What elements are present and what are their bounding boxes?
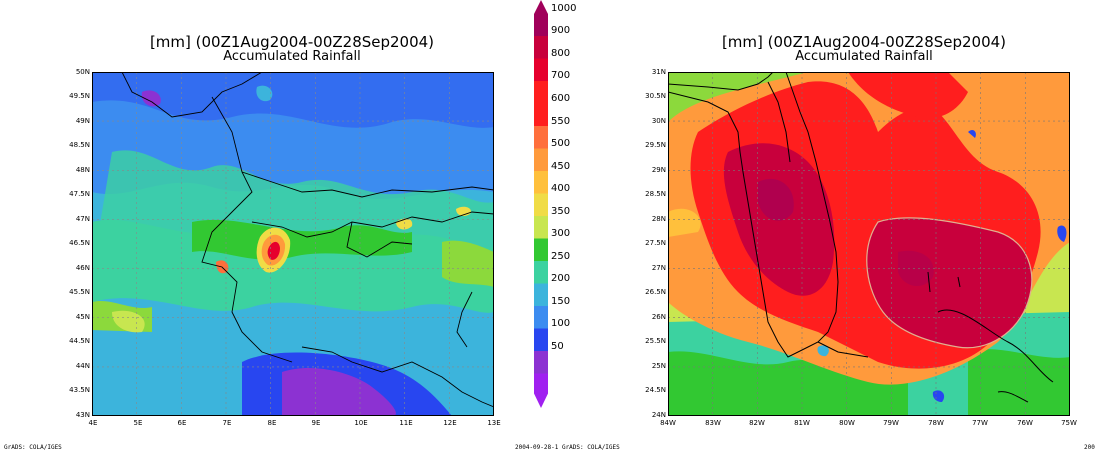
map2-lon-label: 83W	[705, 419, 721, 427]
map1-lon-label: 10E	[354, 419, 368, 427]
colorbar-label: 400	[551, 183, 571, 194]
map2-lat-label: 27.5N	[645, 239, 666, 247]
map1-lat-label: 45.5N	[69, 288, 90, 296]
map1-lon-label: 4E	[88, 419, 98, 427]
colorbar-label: 500	[551, 138, 571, 149]
map2-lat-label: 25.5N	[645, 337, 666, 345]
colorbar-label: 300	[551, 228, 571, 239]
colorbar-label: 800	[551, 48, 571, 59]
map2-lon-label: 76W	[1017, 419, 1033, 427]
map2-lat-label: 26N	[651, 313, 666, 321]
map1-lat-label: 47.5N	[69, 190, 90, 198]
map1-lon-label: 8E	[267, 419, 277, 427]
map1-lat-label: 43.5N	[69, 386, 90, 394]
map2-lat-label: 28N	[651, 215, 666, 223]
map1-lon-label: 7E	[222, 419, 232, 427]
map1-lat-label: 48.5N	[69, 141, 90, 149]
colorbar-label: 100	[551, 318, 571, 329]
map1-plot	[92, 72, 494, 416]
map2-lat-label: 31N	[651, 68, 666, 76]
colorbar-label: 550	[551, 116, 571, 127]
footer-right-number: 200	[1084, 444, 1095, 451]
map2-lon-label: 75W	[1061, 419, 1077, 427]
colorbar-label: 150	[551, 296, 571, 307]
map2-lat-label: 29N	[651, 166, 666, 174]
map2-lat-label: 29.5N	[645, 141, 666, 149]
map1-lat-label: 45N	[75, 313, 90, 321]
map1-lat-label: 46.5N	[69, 239, 90, 247]
map2-lat-label: 28.5N	[645, 190, 666, 198]
colorbar	[534, 0, 548, 410]
map2-lat-label: 24N	[651, 411, 666, 419]
colorbar-label: 250	[551, 251, 571, 262]
map1-lat-label: 47N	[75, 215, 90, 223]
colorbar-label: 700	[551, 70, 571, 81]
map2-lat-label: 25N	[651, 362, 666, 370]
colorbar-label: 450	[551, 161, 571, 172]
map1-lat-label: 49N	[75, 117, 90, 125]
colorbar-label: 600	[551, 93, 571, 104]
colorbar-label: 1000	[551, 3, 577, 14]
map2-lat-label: 30.5N	[645, 92, 666, 100]
map1-lat-label: 44N	[75, 362, 90, 370]
map2-lon-label: 80W	[839, 419, 855, 427]
map2-lon-label: 81W	[794, 419, 810, 427]
map2-lon-label: 78W	[928, 419, 944, 427]
colorbar-label: 200	[551, 273, 571, 284]
map1-lat-label: 48N	[75, 166, 90, 174]
map2-lon-label: 82W	[749, 419, 765, 427]
map1-lat-label: 43N	[75, 411, 90, 419]
map1-lat-label: 46N	[75, 264, 90, 272]
map2-plot	[668, 72, 1070, 416]
footer-left-credit: GrADS: COLA/IGES	[4, 444, 62, 451]
map1-lon-label: 12E	[443, 419, 457, 427]
map1-lon-label: 11E	[399, 419, 413, 427]
footer-center-credit: 2004-09-28-1 GrADS: COLA/IGES	[515, 444, 620, 451]
map2-lat-label: 30N	[651, 117, 666, 125]
map1-lon-label: 5E	[133, 419, 143, 427]
map2-lat-label: 27N	[651, 264, 666, 272]
map1-lat-label: 44.5N	[69, 337, 90, 345]
map2-lon-label: 77W	[972, 419, 988, 427]
map1-title: [mm] (00Z1Aug2004-00Z28Sep2004)	[149, 33, 435, 51]
map1-lon-label: 13E	[487, 419, 501, 427]
map2-title: [mm] (00Z1Aug2004-00Z28Sep2004)	[721, 33, 1007, 51]
map1-lat-label: 50N	[75, 68, 90, 76]
map1-lat-label: 49.5N	[69, 92, 90, 100]
map1-subtitle: Accumulated Rainfall	[223, 49, 361, 64]
colorbar-label: 50	[551, 341, 564, 352]
colorbar-label: 350	[551, 206, 571, 217]
map2-lat-label: 26.5N	[645, 288, 666, 296]
map2-lon-label: 79W	[883, 419, 899, 427]
map2-subtitle: Accumulated Rainfall	[795, 49, 933, 64]
colorbar-label: 900	[551, 25, 571, 36]
map2-lat-label: 24.5N	[645, 386, 666, 394]
map1-lon-label: 9E	[311, 419, 321, 427]
map2-lon-label: 84W	[660, 419, 676, 427]
map1-lon-label: 6E	[177, 419, 187, 427]
